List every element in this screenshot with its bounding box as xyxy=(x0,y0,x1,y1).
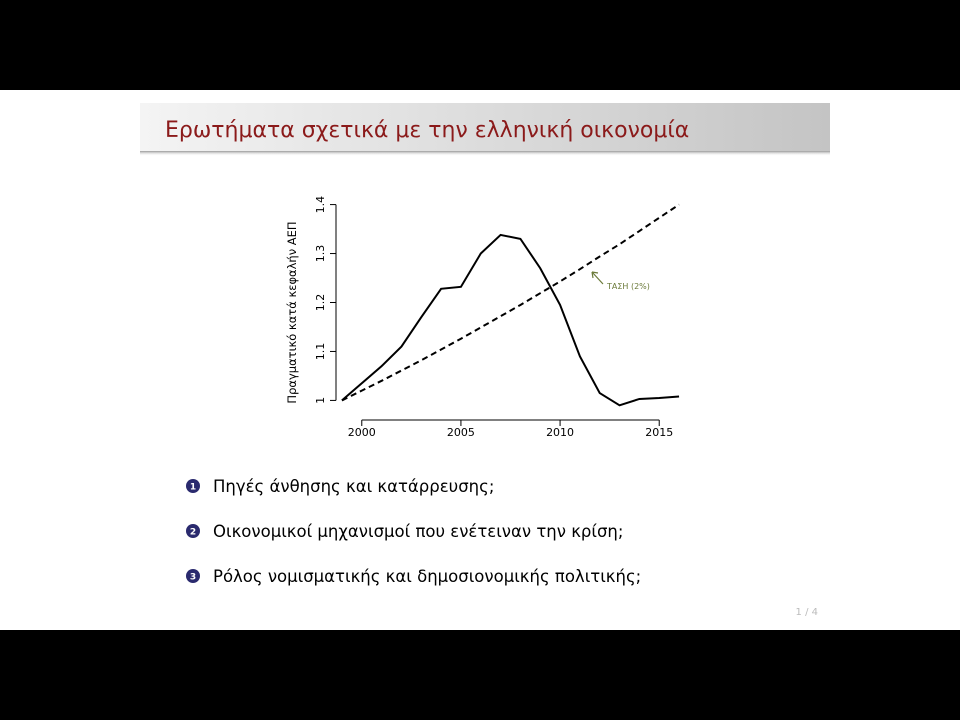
x-tick-label: 2000 xyxy=(348,426,376,439)
bullet-text: Οικονομικοί μηχανισμοί που ενέτειναν την… xyxy=(213,522,623,541)
bullet-circle xyxy=(186,479,200,493)
bullet-circle xyxy=(186,569,200,583)
bullet-number: 2 xyxy=(190,528,196,538)
y-tick-label: 1.2 xyxy=(314,294,327,312)
title-shadow xyxy=(140,151,830,156)
bullet-number: 1 xyxy=(190,483,196,493)
y-tick-label: 1 xyxy=(314,397,327,404)
y-axis-label: Πραγματικό κατά κεφαλήν ΑΕΠ xyxy=(285,221,299,403)
slide xyxy=(0,90,960,630)
bullet-number: 3 xyxy=(190,573,196,583)
bullet-text: Ρόλος νομισματικής και δημοσιονομικής πο… xyxy=(213,567,641,586)
bullet-text: Πηγές άνθησης και κατάρρευσης; xyxy=(213,477,494,496)
y-tick-label: 1.1 xyxy=(314,343,327,361)
y-tick-label: 1.4 xyxy=(314,196,327,214)
data-line xyxy=(341,203,680,402)
page-number: 1 / 4 xyxy=(796,607,818,618)
bullet-circle xyxy=(186,524,200,538)
chart: 1 1.1 1.2 1.3 1.4 2000 2005 2010 2015 Πραγματικό … xyxy=(285,196,680,439)
data-line xyxy=(341,233,680,407)
title-bar xyxy=(140,103,830,151)
slide-title: Ερωτήματα σχετικά με την ελληνική οικονο… xyxy=(165,118,689,143)
annotation-arrowhead xyxy=(591,271,599,279)
bullet-list: 1 Πηγές άνθησης και κατάρρευσης; 2 Οικονομι… xyxy=(186,477,641,586)
x-tick-label: 2015 xyxy=(645,426,673,439)
x-tick-label: 2010 xyxy=(546,426,574,439)
annotation: ΤΑΣΗ (2%) xyxy=(606,282,650,291)
annotation-arrow xyxy=(591,271,604,285)
x-tick-label: 2005 xyxy=(447,426,475,439)
y-tick-label: 1.3 xyxy=(314,245,327,263)
